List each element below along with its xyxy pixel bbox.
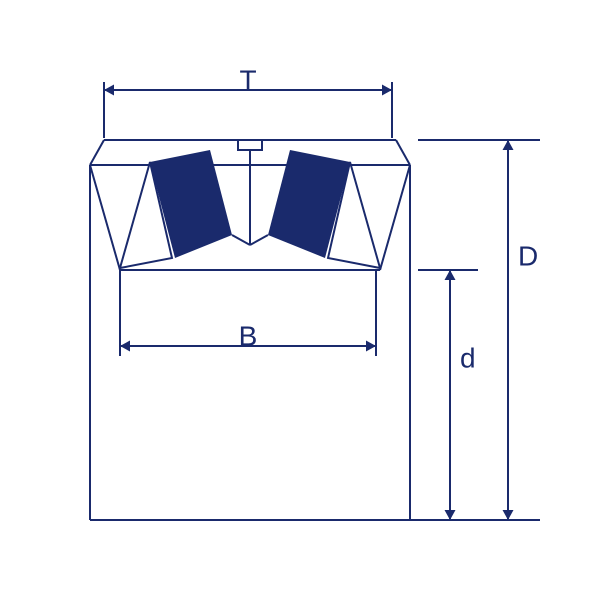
svg-text:d: d [460, 342, 476, 373]
bearing-dimension-diagram: T Bd D [0, 0, 600, 600]
svg-text:T: T [239, 64, 256, 95]
svg-text:D: D [518, 240, 538, 271]
svg-text:B: B [239, 320, 258, 351]
